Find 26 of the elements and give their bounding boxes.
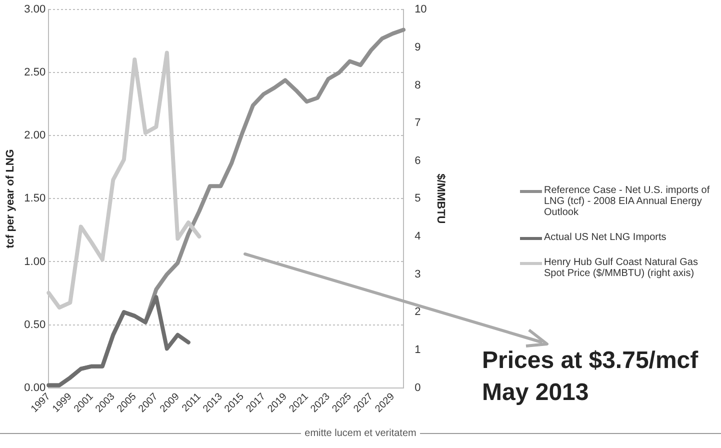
text: emitte lucem et veritatem [304, 428, 418, 439]
legend-label: Henry Hub Gulf Coast Natural Gas Spot Price ($/MMBTU) (right axis) [544, 257, 699, 279]
y-tick-label: 0.00 [24, 382, 46, 394]
y2-tick-label: 2 [414, 306, 421, 318]
y-tick-label: 1.00 [24, 256, 46, 268]
y2-tick-label: 3 [414, 268, 421, 280]
y2-tick-label: 4 [414, 230, 421, 243]
y2-tick-label: 5 [414, 192, 421, 205]
text: Prices at $3.75/mcf [482, 346, 698, 376]
y-tick-label: 1.50 [24, 192, 46, 205]
y2-tick-label: 0 [414, 382, 421, 394]
text: May 2013 [482, 378, 590, 408]
y2-tick-label: 6 [414, 154, 421, 167]
y2-axis-title: $/MMBTU [434, 174, 446, 224]
y2-tick-label: 1 [414, 344, 421, 356]
y-tick-label: 2.50 [24, 66, 46, 79]
legend-label: Actual US Net LNG Imports [544, 232, 666, 243]
y-axis-title: tcf per year of LNG [4, 149, 17, 248]
y-tick-label: 0.50 [24, 318, 46, 331]
y2-tick-label: 10 [414, 4, 427, 16]
y2-tick-label: 8 [414, 79, 421, 92]
y2-tick-label: 9 [414, 41, 421, 54]
legend-label: Reference Case - Net U.S. imports of LNG (tcf) - 2008 EIA Annual Energy Outlook [544, 185, 711, 218]
y2-tick-label: 7 [414, 117, 421, 130]
y-tick-label: 3.00 [24, 4, 46, 16]
y-tick-label: 2.00 [24, 130, 46, 142]
